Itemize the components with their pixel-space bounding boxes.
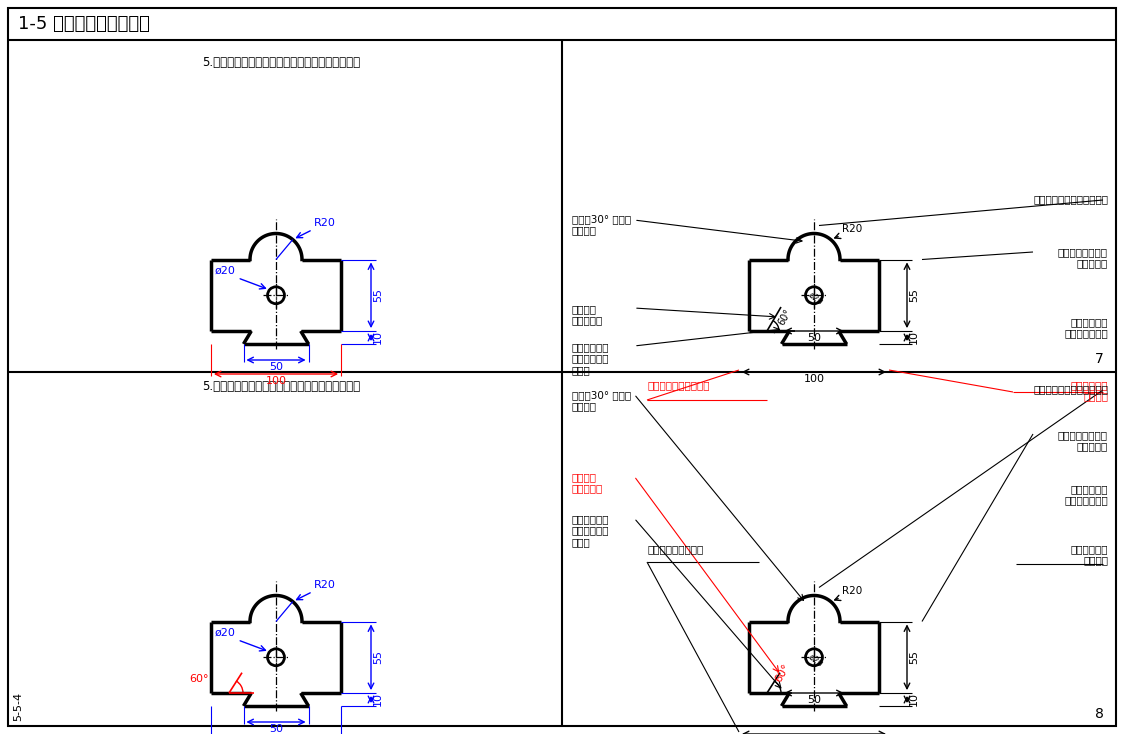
Text: R20: R20 — [842, 224, 862, 233]
Text: 尺寸数字应标
注在尺寸线左侧: 尺寸数字应标 注在尺寸线左侧 — [1064, 484, 1108, 506]
Text: 5.右图中尺寸标注有错误，在左图上正确标注尺寸: 5.右图中尺寸标注有错误，在左图上正确标注尺寸 — [202, 380, 360, 393]
Text: 横线不允许在轮廓线处折断: 横线不允许在轮廓线处折断 — [1033, 384, 1108, 394]
Text: 55: 55 — [373, 288, 383, 302]
Text: 尺寸线不应画
在轮廓线的延
长线上: 尺寸线不应画 在轮廓线的延 长线上 — [572, 342, 609, 375]
Text: 横线不允许在轮廓线处折断: 横线不允许在轮廓线处折断 — [1033, 194, 1108, 204]
Text: 8: 8 — [1095, 707, 1104, 721]
Text: 10: 10 — [373, 330, 383, 344]
Text: 大尺寸应标注在小
尺寸的外侧: 大尺寸应标注在小 尺寸的外侧 — [1058, 247, 1108, 269]
Text: 50: 50 — [807, 333, 821, 343]
Text: 箭头应画到尺寸界线: 箭头应画到尺寸界线 — [647, 544, 704, 554]
Text: 箭头不能超出
尺寸界线: 箭头不能超出 尺寸界线 — [1070, 544, 1108, 566]
Text: 55: 55 — [373, 650, 383, 664]
Text: 10: 10 — [909, 330, 919, 344]
Text: 5-5-4: 5-5-4 — [13, 692, 22, 721]
Text: 角度数字
应水平书写: 角度数字 应水平书写 — [572, 304, 604, 326]
Text: 100: 100 — [804, 374, 825, 384]
Text: 避免在30° 范围内
标注尺寸: 避免在30° 范围内 标注尺寸 — [572, 214, 631, 236]
Text: 10: 10 — [373, 692, 383, 707]
Text: 100: 100 — [265, 376, 287, 386]
Text: ø20: ø20 — [215, 266, 236, 276]
Text: 箭头不能超出
尺寸界线: 箭头不能超出 尺寸界线 — [1070, 380, 1108, 401]
Text: R20: R20 — [314, 217, 336, 228]
Text: R20: R20 — [842, 586, 862, 595]
Text: 1-5 尺寸标注练习（二）: 1-5 尺寸标注练习（二） — [18, 15, 149, 33]
Text: 50: 50 — [269, 362, 283, 372]
Text: 50: 50 — [269, 724, 283, 734]
Text: ø20: ø20 — [807, 652, 825, 669]
Text: R20: R20 — [314, 580, 336, 589]
Text: 尺寸线不应画
在轮廓线的延
长线上: 尺寸线不应画 在轮廓线的延 长线上 — [572, 514, 609, 548]
Text: 大尺寸应标注在小
尺寸的外侧: 大尺寸应标注在小 尺寸的外侧 — [1058, 430, 1108, 451]
Text: 50: 50 — [807, 695, 821, 705]
Text: 60°: 60° — [190, 674, 209, 684]
Text: 7: 7 — [1095, 352, 1104, 366]
Text: 尺寸数字应标
注在尺寸线左侧: 尺寸数字应标 注在尺寸线左侧 — [1064, 317, 1108, 338]
Text: ø20: ø20 — [215, 628, 236, 638]
Text: 避免在30° 范围内
标注尺寸: 避免在30° 范围内 标注尺寸 — [572, 390, 631, 412]
Text: ø20: ø20 — [807, 290, 825, 307]
Text: 箭头应画到到尺寸界线: 箭头应画到到尺寸界线 — [647, 380, 709, 390]
Text: 55: 55 — [909, 288, 919, 302]
Text: 60°: 60° — [773, 662, 792, 684]
Text: 5.右图中尺寸标注有错误，在左图上正确标注尺寸: 5.右图中尺寸标注有错误，在左图上正确标注尺寸 — [202, 56, 360, 69]
Text: 55: 55 — [909, 650, 919, 664]
Text: 10: 10 — [909, 692, 919, 707]
Text: 60°: 60° — [777, 307, 794, 327]
Text: 角度数字
应水平书写: 角度数字 应水平书写 — [572, 472, 604, 493]
